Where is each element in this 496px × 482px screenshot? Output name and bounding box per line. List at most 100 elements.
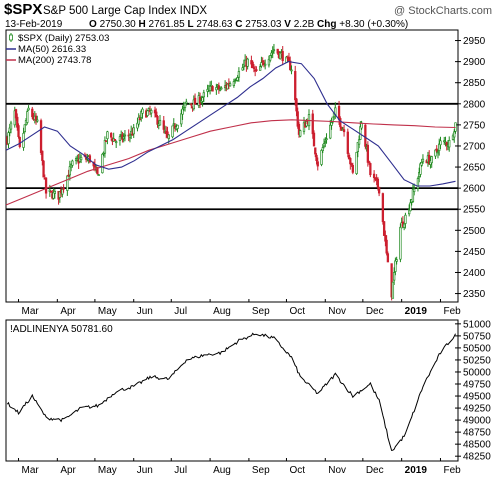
candle-body [202, 92, 205, 98]
candle-body [321, 147, 324, 152]
candle-body [172, 123, 175, 126]
candle-body [67, 174, 70, 177]
legend-entry: $SPX (Daily) 2753.03 [18, 33, 109, 44]
candle-body [261, 60, 264, 63]
candle-body [329, 124, 332, 139]
candle-body [385, 239, 388, 254]
breadth-frame [5, 319, 459, 462]
price-y-tick-label: 2700 [463, 141, 486, 152]
price-y-tick-label: 2900 [463, 57, 486, 68]
symbol-full-name: S&P 500 Large Cap Index INDX [43, 5, 207, 17]
candle-body [26, 111, 29, 123]
price-y-tick-label: 2950 [463, 36, 486, 47]
candle-body [377, 186, 381, 194]
candle-body [421, 158, 425, 163]
candle-body [241, 67, 244, 71]
candle-body [16, 116, 19, 128]
candle-body [330, 122, 333, 126]
candle-body [439, 140, 442, 146]
candle-body [62, 187, 65, 190]
breadth-y-tick-label: 50000 [463, 367, 491, 378]
candle-body [208, 85, 212, 91]
breadth-x-tick-label: Sep [252, 465, 270, 476]
candle-body [395, 259, 398, 262]
price-x-tick-label: Nov [328, 306, 346, 317]
candle-body [264, 63, 267, 66]
breadth-x-tick-label: Oct [289, 465, 305, 476]
breadth-x-tick-label: May [98, 465, 117, 476]
candle-body [435, 148, 438, 152]
candle-body [14, 109, 18, 119]
symbol-title: $SPX [4, 1, 42, 18]
candle-body [41, 150, 44, 161]
price-x-tick-label: Jun [137, 306, 153, 317]
candle-body [237, 71, 241, 78]
candle-body [218, 88, 222, 91]
breadth-y-tick-label: 48500 [463, 440, 491, 451]
watermark: @ StockCharts.com [394, 5, 492, 17]
breadth-y-tick-label: 49750 [463, 380, 491, 391]
candle-body [110, 132, 113, 138]
candle-body [392, 272, 396, 281]
candle-body [106, 131, 109, 140]
candle-body [366, 144, 370, 163]
candle-body [416, 178, 420, 189]
candle-body [312, 132, 316, 147]
price-frame [5, 29, 459, 303]
candle-body [171, 125, 174, 138]
candle-body [281, 51, 284, 62]
candle-body [217, 85, 221, 90]
price-x-tick-label: May [98, 306, 117, 317]
candle-body [382, 221, 386, 236]
exchange-label: INDX [180, 5, 208, 17]
candle-body [346, 131, 349, 154]
breadth-x-tick-label: 2019 [405, 465, 428, 476]
candle-body [232, 81, 236, 86]
candle-body [294, 71, 297, 101]
candle-body [180, 113, 183, 125]
candle-body [9, 122, 13, 130]
candle-body [430, 156, 433, 164]
breadth-y-tick-label: 48250 [463, 452, 491, 463]
breadth-x-tick-label: Apr [60, 465, 76, 476]
candle-body [215, 87, 218, 91]
candle-body [122, 136, 125, 140]
candle-body [403, 223, 406, 228]
candle-body [251, 61, 254, 69]
candle-body [443, 140, 446, 143]
breadth-y-tick-label: 50750 [463, 331, 491, 342]
candle-body [297, 123, 301, 135]
candle-body [436, 151, 440, 154]
candle-body [101, 153, 104, 174]
index-name: S&P 500 Large Cap Index [43, 5, 177, 17]
candle-body [324, 141, 327, 143]
candle-body [246, 58, 249, 67]
candle-body [419, 163, 422, 175]
candle-body [181, 108, 184, 115]
candle-body [399, 226, 402, 260]
ohlc-readout: O 2750.30 H 2761.85 L 2748.63 C 2753.03 … [89, 19, 408, 30]
candle-body [364, 124, 367, 147]
breadth-y-tick-label: 51000 [463, 319, 491, 330]
breadth-y-tick-label: 50500 [463, 343, 491, 354]
price-x-tick-label: Aug [213, 306, 231, 317]
candle-body [295, 98, 298, 112]
candle-body [337, 105, 341, 120]
candle-body [220, 87, 223, 90]
candle-body [355, 151, 358, 174]
candle-body [155, 111, 158, 118]
candle-body [453, 131, 456, 138]
candle-body [27, 107, 30, 111]
candle-body [137, 116, 140, 125]
candle-body [156, 115, 159, 125]
candle-body [103, 139, 107, 154]
breadth-x-tick-label: Jun [137, 465, 153, 476]
candle-body [296, 111, 299, 127]
candle-body [376, 178, 380, 188]
candle-body [123, 134, 127, 137]
price-y-tick-label: 2500 [463, 226, 486, 237]
candle-body [311, 113, 314, 135]
quote-date: 13-Feb-2019 [5, 19, 63, 30]
